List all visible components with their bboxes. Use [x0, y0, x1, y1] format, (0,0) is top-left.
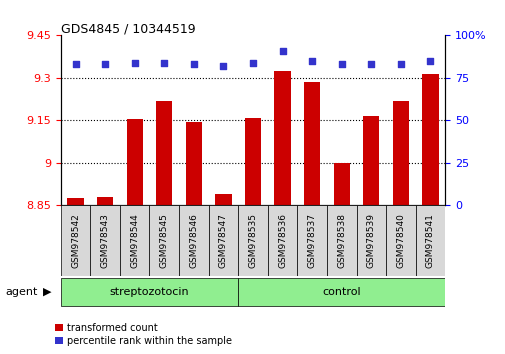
Text: GSM978537: GSM978537 — [307, 213, 316, 268]
Point — [248, 60, 257, 65]
Text: GSM978535: GSM978535 — [248, 213, 257, 268]
Bar — [126, 119, 142, 205]
Bar — [185, 122, 201, 205]
Text: GSM978539: GSM978539 — [366, 213, 375, 268]
Point — [160, 60, 168, 65]
Text: GSM978543: GSM978543 — [100, 213, 110, 268]
Text: GSM978547: GSM978547 — [219, 213, 227, 268]
Point — [101, 62, 109, 67]
Bar — [422, 74, 438, 205]
Bar — [392, 101, 408, 205]
Text: GSM978540: GSM978540 — [395, 213, 405, 268]
Point — [219, 63, 227, 69]
Text: GSM978542: GSM978542 — [71, 213, 80, 268]
Point — [278, 48, 286, 53]
Bar — [238, 205, 267, 276]
Bar — [267, 205, 297, 276]
Bar — [385, 205, 415, 276]
Bar — [149, 205, 179, 276]
Bar — [274, 71, 290, 205]
Point — [189, 62, 197, 67]
Bar — [61, 205, 90, 276]
Bar — [179, 205, 208, 276]
Legend: transformed count, percentile rank within the sample: transformed count, percentile rank withi… — [56, 323, 232, 346]
Bar — [238, 278, 444, 306]
Bar — [415, 205, 444, 276]
Bar — [61, 278, 238, 306]
Bar — [363, 116, 379, 205]
Text: GSM978541: GSM978541 — [425, 213, 434, 268]
Bar — [215, 194, 231, 205]
Point — [308, 58, 316, 64]
Point — [130, 60, 138, 65]
Point — [367, 62, 375, 67]
Text: ▶: ▶ — [43, 287, 52, 297]
Bar — [120, 205, 149, 276]
Text: GSM978545: GSM978545 — [160, 213, 169, 268]
Text: control: control — [322, 287, 361, 297]
Point — [396, 62, 404, 67]
Text: GSM978546: GSM978546 — [189, 213, 198, 268]
Bar — [297, 205, 326, 276]
Bar — [356, 205, 385, 276]
Bar — [90, 205, 120, 276]
Bar — [156, 101, 172, 205]
Bar — [67, 198, 83, 205]
Bar — [244, 118, 261, 205]
Point — [71, 62, 79, 67]
Text: GSM978538: GSM978538 — [336, 213, 345, 268]
Point — [426, 58, 434, 64]
Bar — [208, 205, 238, 276]
Text: GSM978536: GSM978536 — [278, 213, 286, 268]
Text: streptozotocin: streptozotocin — [110, 287, 189, 297]
Point — [337, 62, 345, 67]
Bar — [333, 163, 349, 205]
Text: GSM978544: GSM978544 — [130, 213, 139, 268]
Bar — [326, 205, 356, 276]
Bar — [304, 82, 320, 205]
Text: GDS4845 / 10344519: GDS4845 / 10344519 — [61, 22, 195, 35]
Text: agent: agent — [5, 287, 37, 297]
Bar — [97, 198, 113, 205]
